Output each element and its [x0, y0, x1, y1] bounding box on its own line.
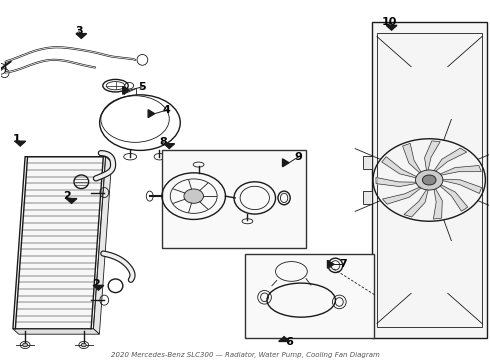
- Polygon shape: [13, 329, 99, 334]
- Text: 5: 5: [139, 82, 146, 92]
- Polygon shape: [438, 166, 481, 176]
- Bar: [377, 33, 482, 327]
- Circle shape: [81, 343, 86, 347]
- Text: 9: 9: [295, 152, 303, 162]
- Circle shape: [422, 175, 436, 185]
- Polygon shape: [93, 285, 104, 290]
- Circle shape: [416, 170, 443, 190]
- Polygon shape: [283, 159, 289, 167]
- Bar: [363, 192, 372, 204]
- Text: 3: 3: [75, 26, 83, 36]
- Text: 6: 6: [285, 337, 293, 347]
- Polygon shape: [76, 33, 87, 39]
- Circle shape: [184, 189, 203, 203]
- Polygon shape: [279, 337, 290, 341]
- Text: 1: 1: [13, 134, 21, 144]
- Text: 2020 Mercedes-Benz SLC300 — Radiator, Water Pump, Cooling Fan Diagram: 2020 Mercedes-Benz SLC300 — Radiator, Wa…: [111, 352, 379, 358]
- Polygon shape: [382, 157, 419, 179]
- Bar: [162, 149, 306, 248]
- Text: 7: 7: [339, 259, 346, 269]
- Polygon shape: [15, 141, 25, 146]
- Bar: [372, 22, 487, 338]
- Text: 8: 8: [160, 137, 167, 147]
- Polygon shape: [94, 157, 112, 334]
- Bar: [363, 156, 372, 168]
- Polygon shape: [404, 188, 429, 217]
- Polygon shape: [383, 186, 423, 204]
- Polygon shape: [164, 144, 174, 148]
- Polygon shape: [438, 184, 468, 211]
- Polygon shape: [386, 25, 397, 30]
- Polygon shape: [123, 86, 129, 94]
- Bar: [245, 253, 374, 338]
- Text: 4: 4: [163, 105, 171, 115]
- Polygon shape: [433, 187, 442, 219]
- Polygon shape: [148, 110, 155, 118]
- Polygon shape: [13, 157, 106, 329]
- Polygon shape: [327, 260, 334, 268]
- Polygon shape: [433, 148, 466, 173]
- Text: 2: 2: [63, 191, 71, 201]
- Text: 10: 10: [381, 17, 397, 27]
- Circle shape: [23, 343, 27, 347]
- Polygon shape: [66, 199, 77, 203]
- Text: 2: 2: [92, 279, 100, 289]
- Polygon shape: [376, 177, 419, 186]
- Polygon shape: [403, 143, 422, 175]
- Polygon shape: [440, 179, 482, 193]
- Polygon shape: [425, 141, 440, 172]
